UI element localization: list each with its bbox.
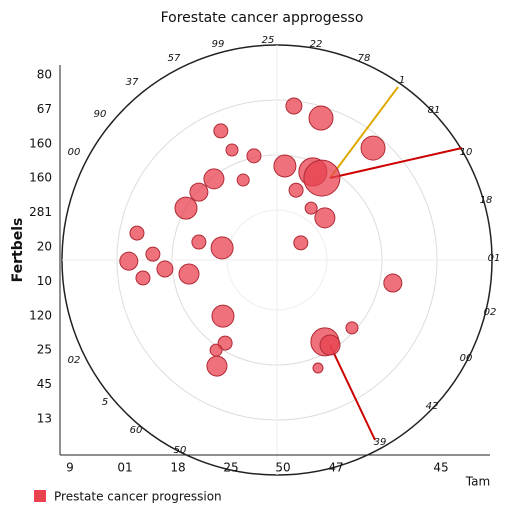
y-tick-label: 67: [37, 102, 52, 116]
x-tick-label: 9: [66, 461, 74, 475]
rim-label: 90: [94, 109, 107, 120]
bubble: [189, 182, 209, 202]
rim-label: 57: [168, 53, 181, 64]
x-tick-label: 47: [328, 461, 343, 475]
x-tick-label: 50: [275, 461, 290, 475]
rim-label: 81: [428, 105, 441, 116]
bubble: [210, 236, 234, 260]
chart-title: Forestate cancer approgesso: [161, 10, 364, 26]
y-tick-label: 120: [29, 308, 52, 322]
bubble: [236, 173, 250, 187]
rim-label: 01: [488, 253, 501, 264]
y-tick-label: 45: [37, 377, 52, 391]
bubble: [273, 154, 297, 178]
y-tick-label: 25: [37, 343, 52, 357]
bubble: [285, 97, 303, 115]
rim-label: 25: [262, 35, 275, 46]
bubble: [129, 225, 145, 241]
bubble: [178, 263, 200, 285]
rim-label: 37: [126, 77, 139, 88]
bubble: [206, 355, 228, 377]
bubble: [303, 159, 341, 197]
y-tick-label: 13: [37, 412, 52, 426]
legend-label: Prestate cancer progression: [54, 490, 222, 504]
y-axis-label: Fertbels: [10, 218, 26, 283]
x-tick-label: 45: [433, 461, 448, 475]
x-tick-label: 18: [170, 461, 185, 475]
bubble: [203, 168, 225, 190]
rim-label: 60: [130, 425, 143, 436]
bubble: [288, 182, 304, 198]
rim-label: 00: [460, 353, 473, 364]
rim-label: 42: [426, 401, 439, 412]
rim-label: 78: [358, 53, 371, 64]
rim-label: 39: [374, 437, 387, 448]
bubble: [312, 362, 324, 374]
bubble: [225, 143, 239, 157]
x-axis-label: Tam: [465, 475, 490, 489]
bubble: [319, 334, 341, 356]
y-tick-label: 10: [37, 274, 52, 288]
bubble: [314, 207, 336, 229]
rim-label: 02: [68, 355, 81, 366]
x-tick-label: 01: [117, 461, 132, 475]
bubble: [209, 343, 223, 357]
rays: [329, 86, 463, 441]
x-tick-label: 25: [223, 461, 238, 475]
bubble: [360, 135, 386, 161]
rim-label: 10: [460, 147, 473, 158]
bubble: [145, 246, 161, 262]
bubble: [246, 148, 262, 164]
bubble: [174, 196, 198, 220]
legend-swatch: [34, 490, 46, 502]
y-tick-label: 80: [37, 68, 52, 82]
y-tick-label: 160: [29, 136, 52, 150]
bubble: [308, 105, 334, 131]
y-tick-label: 160: [29, 171, 52, 185]
bubble: [293, 235, 309, 251]
rim-label: 00: [68, 147, 81, 158]
bubble: [304, 201, 318, 215]
rim-label: 02: [484, 307, 497, 318]
bubble: [217, 335, 233, 351]
bubble: [211, 304, 235, 328]
y-tick-label: 20: [37, 240, 52, 254]
bubble: [135, 270, 151, 286]
rim-label: 22: [310, 39, 323, 50]
rim-label: 5: [102, 397, 108, 408]
bubble: [156, 260, 174, 278]
bubble: [383, 273, 403, 293]
bubble: [191, 234, 207, 250]
bubble: [345, 321, 359, 335]
rim-label: 99: [212, 39, 225, 50]
rim-label: 1: [399, 75, 405, 86]
y-tick-label: 281: [29, 205, 52, 219]
rim-label: 50: [174, 445, 187, 456]
rim-label: 18: [480, 195, 493, 206]
bubble: [213, 123, 229, 139]
bubble: [119, 251, 139, 271]
